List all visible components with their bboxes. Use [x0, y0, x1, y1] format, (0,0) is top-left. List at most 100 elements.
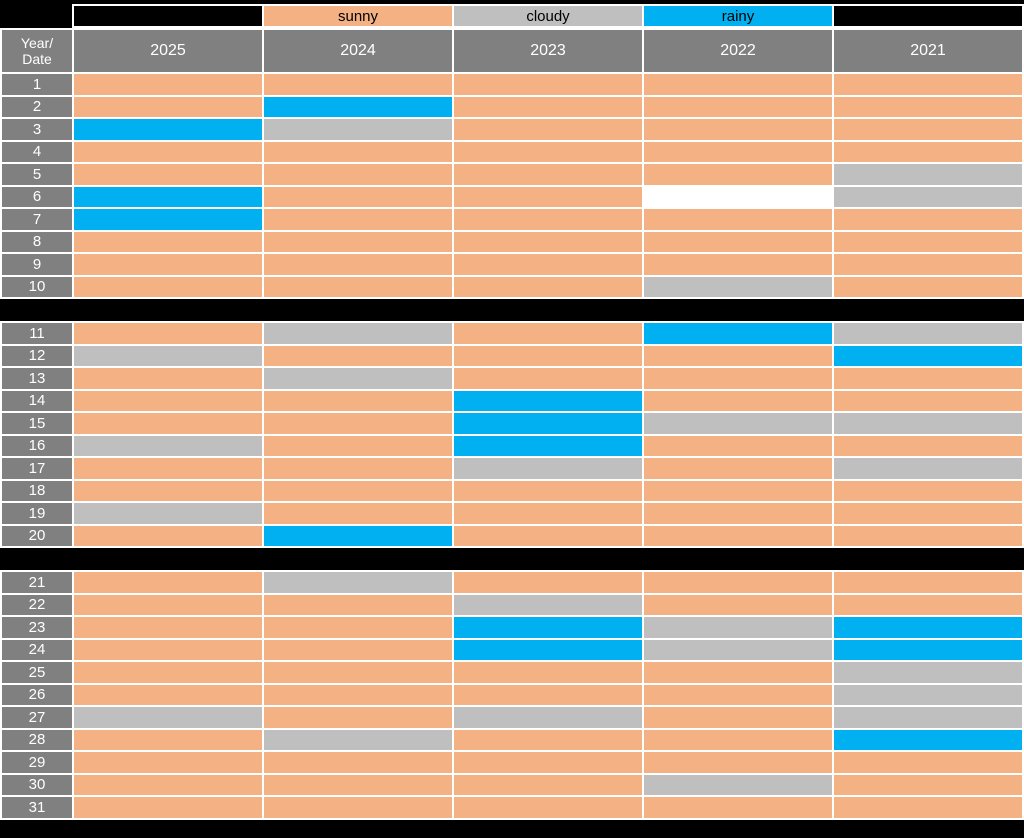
weather-cell-2021-10-sunny — [834, 276, 1022, 297]
weather-cell-2025-24-sunny — [74, 639, 262, 660]
calendar-section-dates-1-10: 1 2 3 4 5 6 7 8 9 10 — [0, 72, 1024, 299]
weather-cell-2025-20-sunny — [74, 525, 262, 546]
weather-cell-2023-6-sunny — [454, 186, 642, 207]
weather-cell-2024-1-sunny — [264, 74, 452, 95]
weather-cell-2024-13-cloudy — [264, 368, 452, 389]
legend-cells: sunny cloudy rainy — [72, 4, 1024, 28]
legend-cell-blank-right — [834, 6, 1022, 26]
weather-cell-2022-28-sunny — [644, 729, 832, 750]
date-label-13: 13 — [2, 368, 72, 389]
date-label-12: 12 — [2, 345, 72, 366]
weather-cell-2024-8-sunny — [264, 231, 452, 252]
weather-cell-2024-27-sunny — [264, 707, 452, 728]
date-label-4: 4 — [2, 141, 72, 162]
weather-cell-2024-10-sunny — [264, 276, 452, 297]
weather-cell-2024-17-sunny — [264, 458, 452, 479]
weather-cell-2022-13-sunny — [644, 368, 832, 389]
legend-item-rainy: rainy — [644, 6, 832, 26]
weather-cell-2025-13-sunny — [74, 368, 262, 389]
weather-cell-2025-15-sunny — [74, 413, 262, 434]
weather-cell-2023-8-sunny — [454, 231, 642, 252]
weather-cell-2025-18-sunny — [74, 480, 262, 501]
weather-cell-2022-14-sunny — [644, 390, 832, 411]
weather-cell-2023-19-sunny — [454, 503, 642, 524]
weather-cell-2025-17-sunny — [74, 458, 262, 479]
date-label-28: 28 — [2, 729, 72, 750]
weather-cell-2022-20-sunny — [644, 525, 832, 546]
weather-cell-2024-28-cloudy — [264, 729, 452, 750]
weather-cell-2022-21-sunny — [644, 572, 832, 593]
col-header-2023: 2023 — [454, 30, 642, 72]
weather-cell-2023-29-sunny — [454, 752, 642, 773]
weather-cell-2024-3-cloudy — [264, 119, 452, 140]
weather-cell-2021-2-sunny — [834, 96, 1022, 117]
weather-cell-2021-5-cloudy — [834, 164, 1022, 185]
date-label-31: 31 — [2, 797, 72, 818]
weather-cell-2021-7-sunny — [834, 209, 1022, 230]
date-label-14: 14 — [2, 390, 72, 411]
weather-cell-2022-5-sunny — [644, 164, 832, 185]
weather-cell-2021-12-rainy — [834, 345, 1022, 366]
weather-cell-2022-12-sunny — [644, 345, 832, 366]
weather-cell-2025-8-sunny — [74, 231, 262, 252]
weather-cell-2025-25-sunny — [74, 662, 262, 683]
legend-row: sunny cloudy rainy — [0, 4, 1024, 28]
weather-cell-2024-21-cloudy — [264, 572, 452, 593]
weather-cell-2021-24-rainy — [834, 639, 1022, 660]
col-header-2022: 2022 — [644, 30, 832, 72]
weather-cell-2021-29-sunny — [834, 752, 1022, 773]
weather-cell-2022-17-sunny — [644, 458, 832, 479]
weather-cell-2021-19-sunny — [834, 503, 1022, 524]
weather-cell-2024-29-sunny — [264, 752, 452, 773]
weather-cell-2025-9-sunny — [74, 254, 262, 275]
weather-cell-2025-29-sunny — [74, 752, 262, 773]
weather-cell-2021-14-sunny — [834, 390, 1022, 411]
weather-cell-2024-15-sunny — [264, 413, 452, 434]
weather-cell-2025-12-cloudy — [74, 345, 262, 366]
date-label-23: 23 — [2, 617, 72, 638]
col-header-2025: 2025 — [74, 30, 262, 72]
weather-cell-2022-18-sunny — [644, 480, 832, 501]
date-label-10: 10 — [2, 276, 72, 297]
weather-cell-2023-11-sunny — [454, 323, 642, 344]
weather-cell-2023-12-sunny — [454, 345, 642, 366]
weather-cell-2022-31-sunny — [644, 797, 832, 818]
weather-cell-2024-18-sunny — [264, 480, 452, 501]
weather-cell-2024-12-sunny — [264, 345, 452, 366]
weather-cell-2022-9-sunny — [644, 254, 832, 275]
weather-cell-2022-25-sunny — [644, 662, 832, 683]
date-label-8: 8 — [2, 231, 72, 252]
weather-cell-2021-15-cloudy — [834, 413, 1022, 434]
weather-cell-2024-5-sunny — [264, 164, 452, 185]
weather-cell-2021-22-sunny — [834, 594, 1022, 615]
weather-cell-2021-26-cloudy — [834, 684, 1022, 705]
date-label-2: 2 — [2, 96, 72, 117]
weather-cell-2025-27-cloudy — [74, 707, 262, 728]
weather-cell-2025-2-sunny — [74, 96, 262, 117]
date-label-1: 1 — [2, 74, 72, 95]
weather-cell-2021-3-sunny — [834, 119, 1022, 140]
date-label-27: 27 — [2, 707, 72, 728]
weather-cell-2023-9-sunny — [454, 254, 642, 275]
weather-cell-2023-18-sunny — [454, 480, 642, 501]
weather-cell-2023-21-sunny — [454, 572, 642, 593]
weather-cell-2021-9-sunny — [834, 254, 1022, 275]
weather-cell-2024-14-sunny — [264, 390, 452, 411]
col-header-2021: 2021 — [834, 30, 1022, 72]
weather-cell-2025-16-cloudy — [74, 435, 262, 456]
weather-cell-2025-22-sunny — [74, 594, 262, 615]
weather-cell-2025-26-sunny — [74, 684, 262, 705]
weather-cell-2024-7-sunny — [264, 209, 452, 230]
date-label-22: 22 — [2, 594, 72, 615]
weather-cell-2023-15-rainy — [454, 413, 642, 434]
weather-cell-2023-23-rainy — [454, 617, 642, 638]
weather-cell-2021-18-sunny — [834, 480, 1022, 501]
weather-cell-2023-24-rainy — [454, 639, 642, 660]
weather-cell-2023-2-sunny — [454, 96, 642, 117]
weather-cell-2022-8-sunny — [644, 231, 832, 252]
weather-cell-2025-11-sunny — [74, 323, 262, 344]
year-date-corner-header: Year/ Date — [2, 30, 72, 72]
weather-cell-2024-19-sunny — [264, 503, 452, 524]
weather-cell-2025-30-sunny — [74, 774, 262, 795]
weather-cell-2025-21-sunny — [74, 572, 262, 593]
